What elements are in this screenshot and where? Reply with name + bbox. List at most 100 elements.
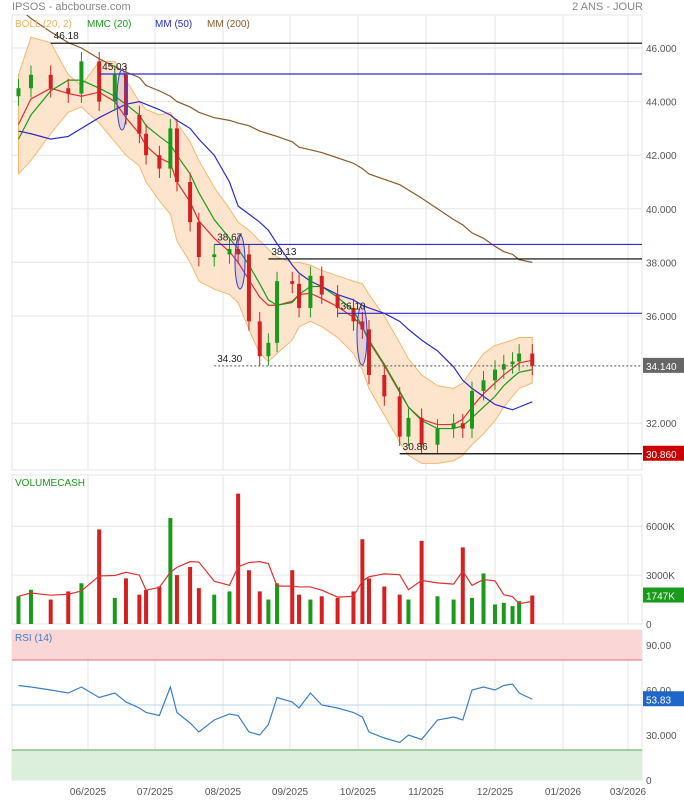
candle: [112, 74, 117, 102]
volume-bar: [188, 566, 193, 624]
level-label: 34.30: [217, 354, 242, 365]
volume-panel: [11, 474, 643, 625]
candle: [290, 281, 295, 284]
candle: [196, 222, 201, 258]
volume-bar: [435, 596, 440, 624]
volume-badge: 1747K: [646, 592, 675, 603]
price-plot: [16, 15, 535, 464]
overbought-zone: [12, 630, 642, 660]
mm200-line: [25, 15, 533, 263]
volume-bar: [137, 594, 142, 624]
x-tick-label: 08/2025: [205, 787, 242, 798]
candle: [188, 182, 193, 223]
rsi-badge-bg: [643, 691, 684, 707]
legend-mm50: MM (50): [155, 19, 192, 30]
candle: [144, 133, 149, 156]
candle: [517, 353, 522, 362]
volume-bar: [157, 586, 162, 624]
volume-bar: [419, 540, 424, 624]
volume-bar: [290, 570, 295, 624]
volume-bar: [144, 589, 149, 624]
volume-badge-bg: [643, 587, 684, 603]
last-price-badge: 34.140: [646, 362, 677, 373]
candle: [360, 321, 365, 330]
candle: [510, 361, 515, 365]
y-tick-label: 36.000: [646, 312, 677, 323]
volume-bar: [308, 599, 313, 624]
candle: [406, 417, 411, 437]
rsi-title: RSI (14): [15, 633, 52, 644]
candle: [48, 74, 53, 89]
level-label: 30.86: [403, 442, 428, 453]
candle: [28, 74, 33, 89]
y-tick-label: 40.000: [646, 205, 677, 216]
volume-bar: [530, 595, 535, 624]
volume-bar: [501, 602, 506, 624]
volume-bar: [366, 578, 371, 624]
candle: [275, 281, 280, 343]
candle: [266, 342, 271, 357]
candle: [530, 353, 535, 366]
candle: [451, 423, 456, 429]
rsi-tick-label: 0: [646, 776, 652, 787]
volume-bar: [510, 606, 515, 624]
y-tick-label: 44.000: [646, 98, 677, 109]
candle: [212, 254, 217, 258]
candle: [157, 155, 162, 169]
volume-title: VOLUMECASH: [15, 478, 85, 489]
candle: [227, 249, 232, 255]
volume-bar: [97, 529, 102, 624]
candle: [493, 369, 497, 381]
volume-bar: [319, 596, 324, 624]
candle: [123, 74, 128, 115]
candle: [460, 423, 465, 429]
candle: [16, 88, 21, 97]
volume-bar: [460, 547, 465, 624]
volume-bar: [406, 599, 411, 624]
volume-tick-label: 0: [646, 620, 652, 631]
rsi-tick-label: 30.000: [646, 731, 677, 742]
volume-bar: [451, 599, 456, 624]
volume-bar: [28, 589, 33, 624]
mm50-line: [18, 100, 533, 411]
volume-bar: [16, 596, 21, 624]
x-tick-label: 09/2025: [272, 787, 309, 798]
candle: [501, 364, 506, 370]
x-tick-label: 01/2026: [545, 787, 582, 798]
annotation-ellipse: [234, 234, 246, 290]
candle: [246, 254, 251, 322]
x-tick-label: 06/2025: [70, 787, 107, 798]
y-tick-label: 38.000: [646, 258, 677, 269]
volume-bar: [246, 570, 251, 624]
chart-period[interactable]: 2 ANS - JOUR: [572, 1, 643, 13]
candle: [470, 391, 474, 429]
level-label: 38.67: [217, 232, 242, 243]
level-label: 38.13: [271, 247, 296, 258]
low-price-badge-bg: [643, 445, 684, 461]
annotation-ellipse: [356, 304, 368, 366]
volume-bar: [112, 597, 117, 624]
volume-bar: [493, 604, 497, 624]
candle: [137, 115, 142, 134]
volume-bar: [79, 583, 84, 624]
candle: [174, 128, 179, 182]
volume-bar: [266, 599, 271, 624]
volume-bar: [481, 573, 486, 624]
volume-bar: [236, 493, 241, 624]
volume-bar: [257, 591, 262, 624]
volume-average-line: [18, 561, 533, 605]
candle: [79, 61, 84, 94]
volume-bar: [297, 594, 302, 624]
level-label: 45.03: [102, 62, 127, 73]
legend-boll: BOLL (20, 2): [15, 19, 72, 30]
candle: [66, 88, 71, 94]
oversold-zone: [12, 750, 642, 780]
x-tick-label: 11/2025: [408, 787, 444, 798]
candle: [97, 61, 102, 102]
volume-bar: [48, 599, 53, 624]
x-tick-label: 07/2025: [137, 787, 174, 798]
volume-bar: [168, 518, 173, 624]
candle: [397, 396, 402, 437]
volume-bar: [123, 578, 128, 624]
